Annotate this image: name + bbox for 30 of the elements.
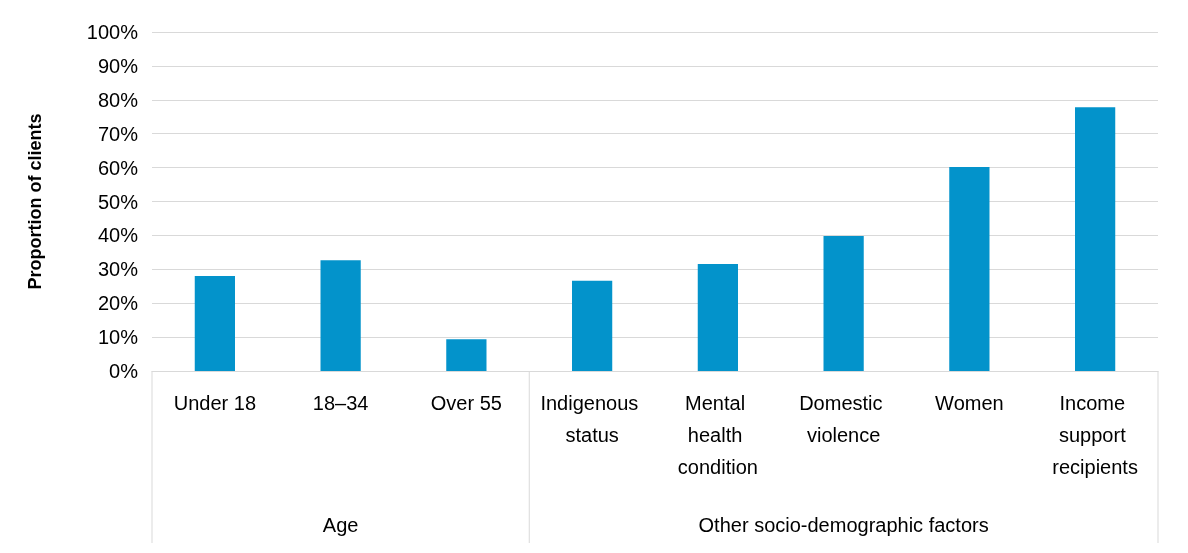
bar xyxy=(949,166,990,371)
bar xyxy=(320,260,361,371)
x-tick-label: Women xyxy=(935,392,1004,414)
y-axis-title: Proportion of clients xyxy=(25,113,45,290)
x-tick-label: Domestic violence xyxy=(799,392,889,446)
x-tick-label: Mental health condition xyxy=(677,392,758,478)
y-tick-label: 30% xyxy=(97,258,139,281)
y-tick-label: 60% xyxy=(97,156,139,179)
bar xyxy=(572,280,613,371)
y-tick-label: 0% xyxy=(109,360,139,382)
y-tick-label: 100% xyxy=(86,21,139,43)
y-tick-label: 70% xyxy=(97,122,139,145)
bar xyxy=(697,263,738,371)
text: Age xyxy=(322,514,359,536)
x-tick-label: Income support recipients xyxy=(1052,392,1138,478)
y-tick-label: 40% xyxy=(97,224,139,247)
y-tick-label: 90% xyxy=(97,54,139,77)
x-tick-label: Under 18 xyxy=(173,392,257,414)
bar xyxy=(823,236,864,371)
x-tick-label: Indigenous status xyxy=(540,392,644,446)
x-tick-label: Over 55 xyxy=(430,392,502,414)
bar xyxy=(446,339,487,371)
y-tick-label: 50% xyxy=(97,190,139,213)
x-tick-label: 18–34 xyxy=(312,392,369,414)
y-tick-label: 10% xyxy=(97,326,139,349)
y-tick-label: 20% xyxy=(97,292,139,315)
bar xyxy=(1075,107,1116,371)
text: Other socio-demographic factors xyxy=(698,514,989,536)
bar xyxy=(194,276,235,371)
y-tick-label: 80% xyxy=(97,88,139,111)
